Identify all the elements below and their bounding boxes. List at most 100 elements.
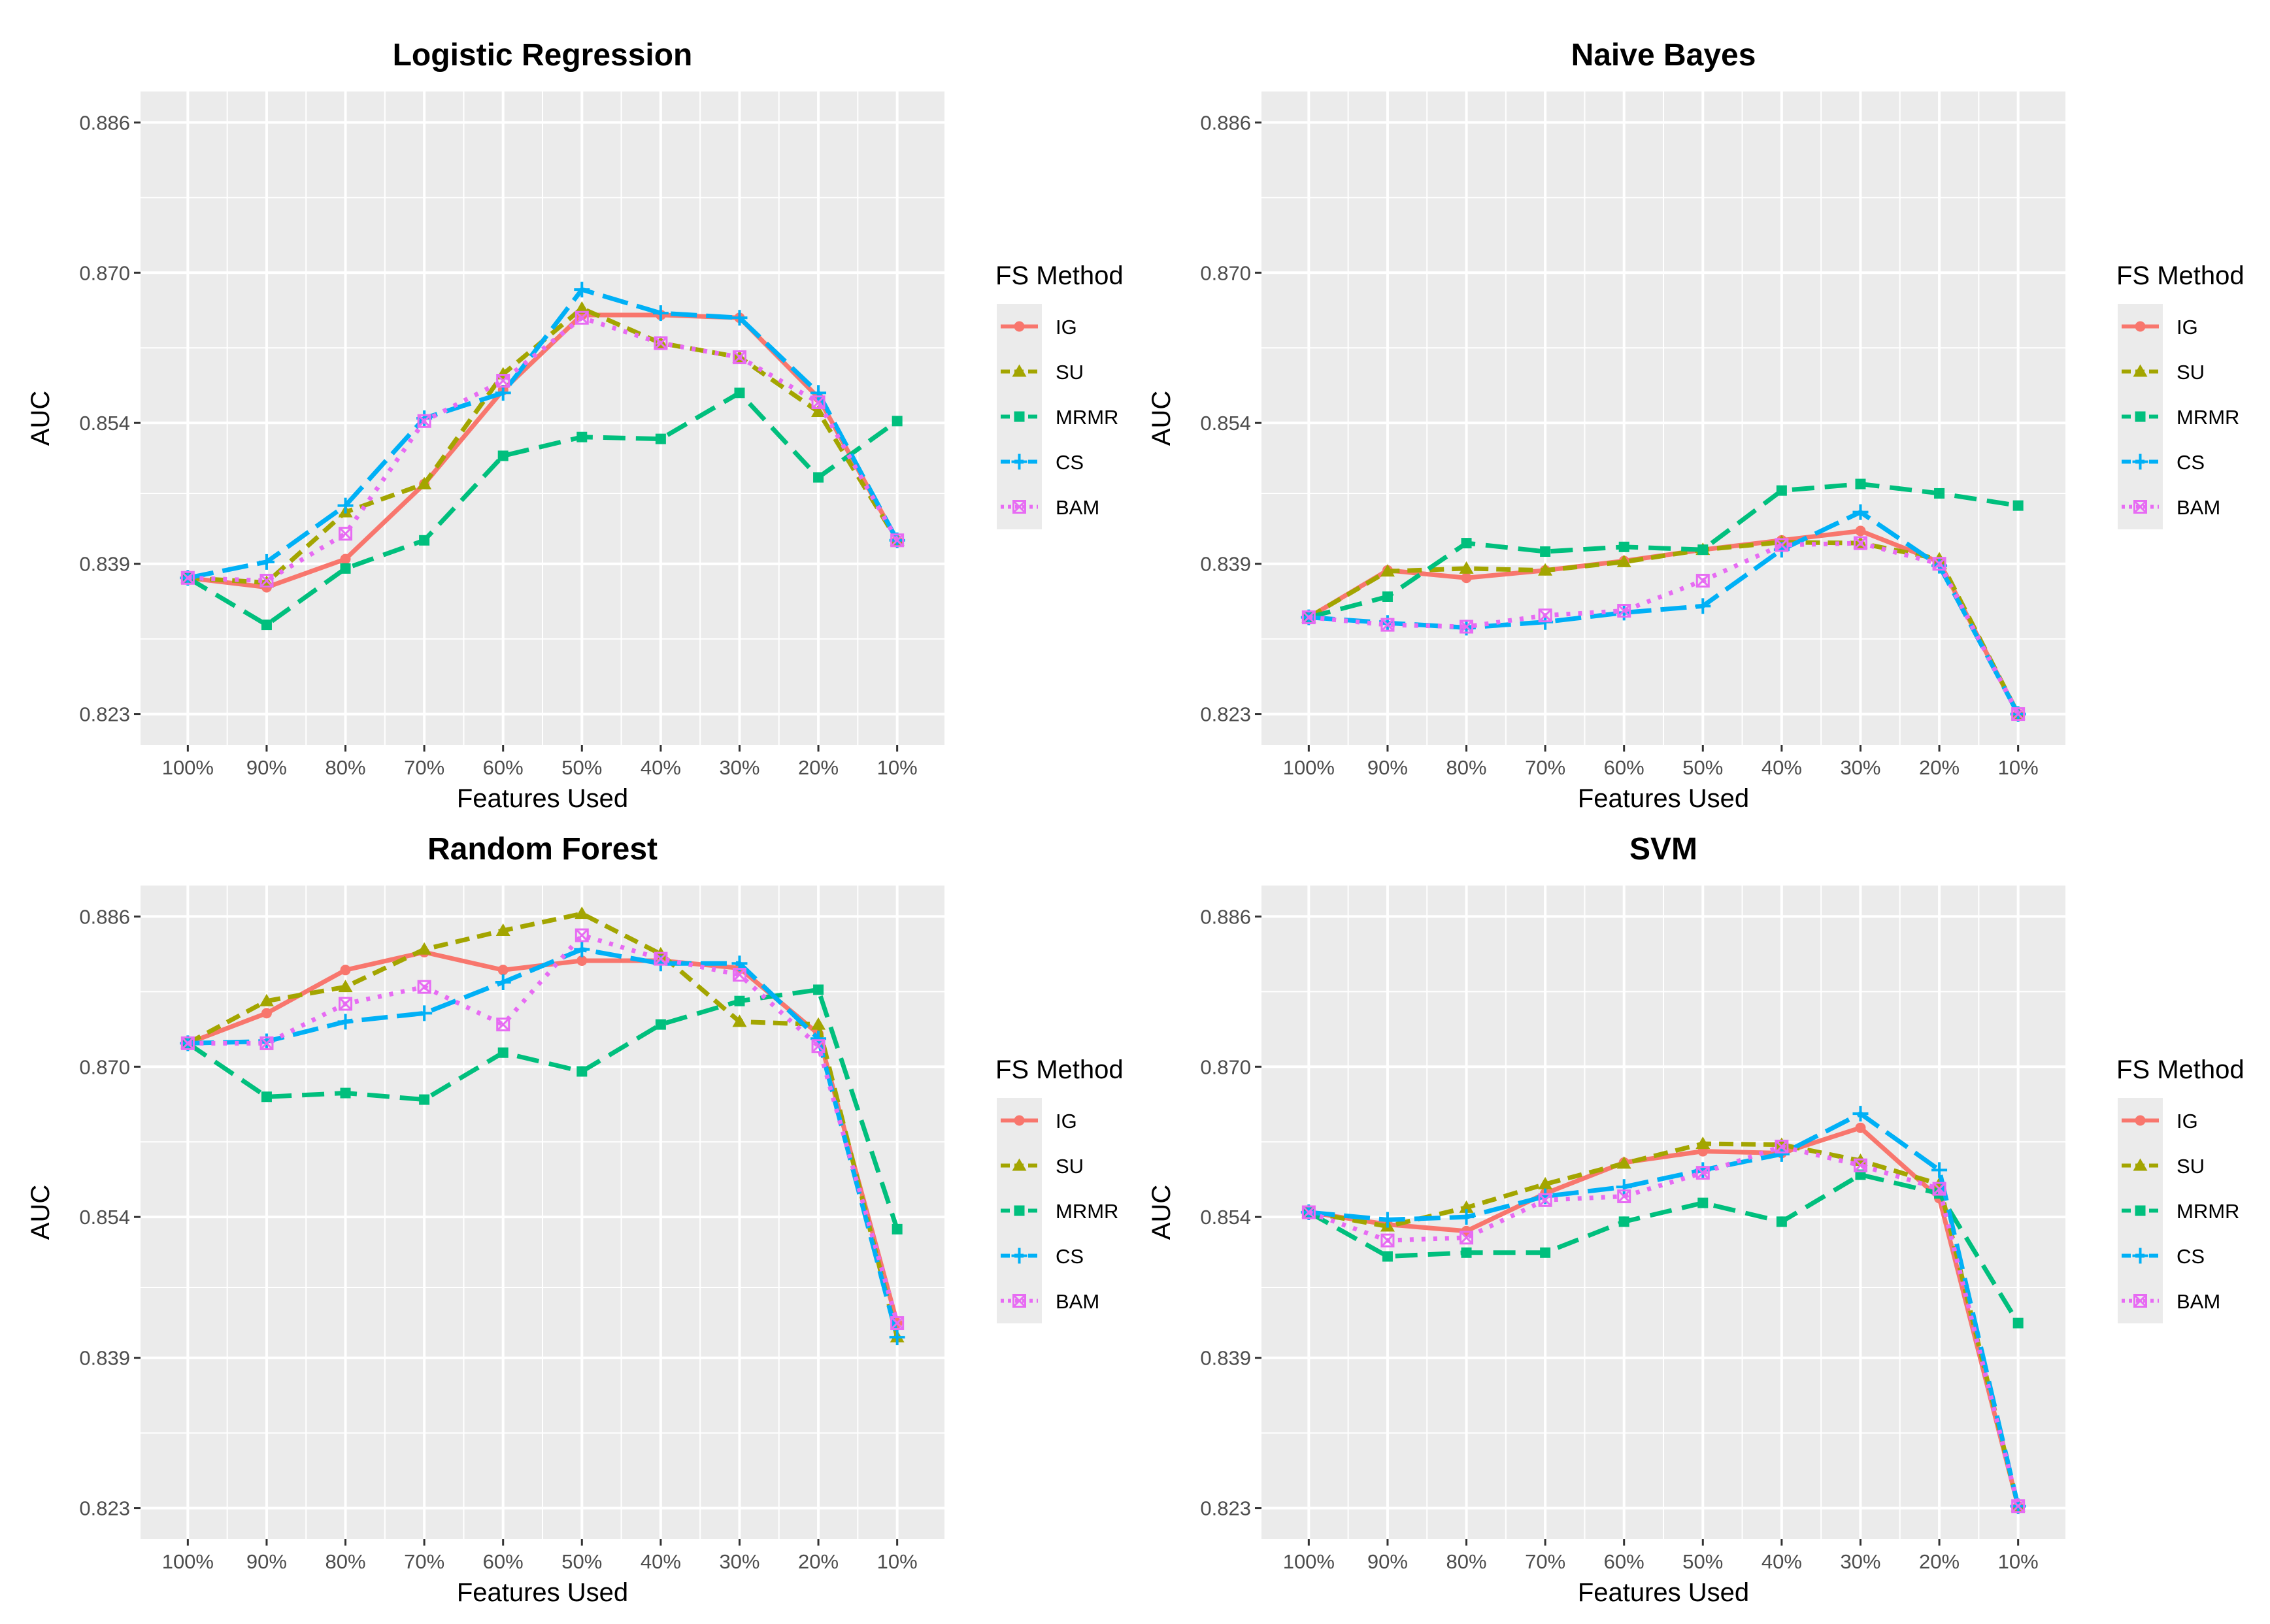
y-tick-label: 0.823 [1200,703,1251,726]
legend-label: IG [2177,316,2198,339]
y-tick-label: 0.870 [1200,261,1251,284]
data-point-ig [1855,1122,1866,1133]
data-point-bam [654,336,668,350]
x-tick-label: 90% [246,756,287,779]
legend: FS Method IG SU MRMR CS BAM [2116,261,2245,529]
x-tick-label: 10% [877,1550,918,1573]
data-point-bam [2011,1499,2026,1514]
data-point-bam [1538,1193,1552,1207]
series-mrmr [182,984,903,1235]
data-point-mrmr [655,1019,666,1030]
legend-label: CS [1056,451,1084,474]
data-point-mrmr [1934,488,1945,499]
legend-label: SU [1056,361,1084,384]
data-point-bam [1853,1158,1867,1172]
legend-key-marker [2133,364,2148,377]
y-tick-label: 0.886 [1200,905,1251,928]
data-point-bam [1460,1231,1474,1245]
data-point-mrmr [1540,1247,1551,1258]
data-point-cs [495,974,511,990]
x-tick-label: 40% [641,1550,681,1573]
data-point-mrmr [1855,478,1866,489]
legend-label: IG [1056,316,1077,339]
legend-key-marker [2135,1205,2146,1216]
series-line-bam [1309,540,2020,716]
legend-key-marker [1014,411,1025,422]
y-tick-label: 0.870 [79,261,130,284]
legend-item-bam: BAM [997,1278,1099,1323]
legend: FS Method IG SU MRMR CS BAM [995,261,1124,529]
legend-item-su: SU [2118,1143,2205,1188]
data-point-cs [337,497,354,514]
legend-label: MRMR [2177,1200,2239,1223]
data-point-su [1459,561,1474,574]
legend-key-marker [1014,1115,1025,1126]
x-tick-label: 70% [404,1550,444,1573]
data-point-mrmr [892,1223,903,1235]
data-point-bam [1617,1189,1631,1204]
x-tick-label: 40% [1761,756,1802,779]
data-point-cs [495,385,511,401]
panel-title: Logistic Regression [393,38,693,73]
legend-label: MRMR [1056,406,1118,429]
legend-key-marker [1014,1205,1025,1216]
legend: FS Method IG SU MRMR CS BAM [2116,1055,2245,1323]
series-line-cs [187,287,899,580]
legend-key-marker [1011,454,1027,470]
data-point-su [575,301,590,314]
legend-label: BAM [2177,1290,2220,1313]
data-point-mrmr [1461,538,1472,549]
legend-title: FS Method [2116,261,2245,290]
data-point-ig [497,965,509,976]
x-tick-label: 100% [1283,756,1335,779]
data-point-bam [496,374,510,388]
x-axis-label: Features Used [1578,1578,1749,1607]
legend-label: BAM [2177,496,2220,519]
data-point-bam [732,967,746,982]
x-tick-label: 60% [1604,1550,1644,1573]
y-tick-label: 0.839 [1200,1347,1251,1370]
series-bam [180,928,905,1331]
data-point-cs [574,941,590,957]
legend-item-ig: IG [2118,304,2198,349]
legend-key-marker [1012,1294,1026,1308]
data-point-bam [259,1036,274,1050]
data-point-su [575,906,590,920]
legend-key-marker [2133,500,2147,514]
series-bam [1301,536,2026,721]
legend: FS Method IG SU MRMR CS BAM [995,1055,1124,1323]
legend-item-cs: CS [997,439,1084,484]
series-bam [180,310,905,588]
legend-label: SU [2177,361,2205,384]
legend-item-su: SU [997,1143,1084,1188]
legend-key-marker [2135,411,2146,422]
y-axis-label: AUC [1147,1185,1176,1240]
series-line-mrmr [1308,482,2019,620]
legend-item-bam: BAM [2118,1278,2220,1323]
x-tick-label: 70% [404,756,444,779]
legend-item-ig: IG [2118,1098,2198,1143]
data-point-mrmr [2012,500,2024,511]
x-tick-label: 40% [1761,1550,1802,1573]
data-point-cs [1852,504,1869,520]
data-point-ig [576,955,588,966]
data-point-bam [339,527,353,541]
legend-key-marker [2132,454,2148,470]
data-point-mrmr [1382,591,1393,602]
data-point-su [1459,1200,1474,1213]
legend-label: BAM [1056,1290,1099,1313]
x-tick-label: 80% [1446,1550,1487,1573]
x-tick-label: 50% [561,1550,602,1573]
data-point-mrmr [1697,1197,1709,1208]
data-point-su [417,476,432,489]
data-point-bam [575,928,589,942]
series-line-ig [1308,1125,2021,1507]
data-point-bam [417,414,431,428]
data-point-mrmr [261,620,272,631]
data-point-mrmr [655,433,666,444]
data-point-su [417,942,432,955]
data-point-mrmr [340,563,351,574]
data-point-bam [180,571,195,585]
data-point-bam [1301,1205,1316,1219]
data-point-cs [337,1014,354,1030]
